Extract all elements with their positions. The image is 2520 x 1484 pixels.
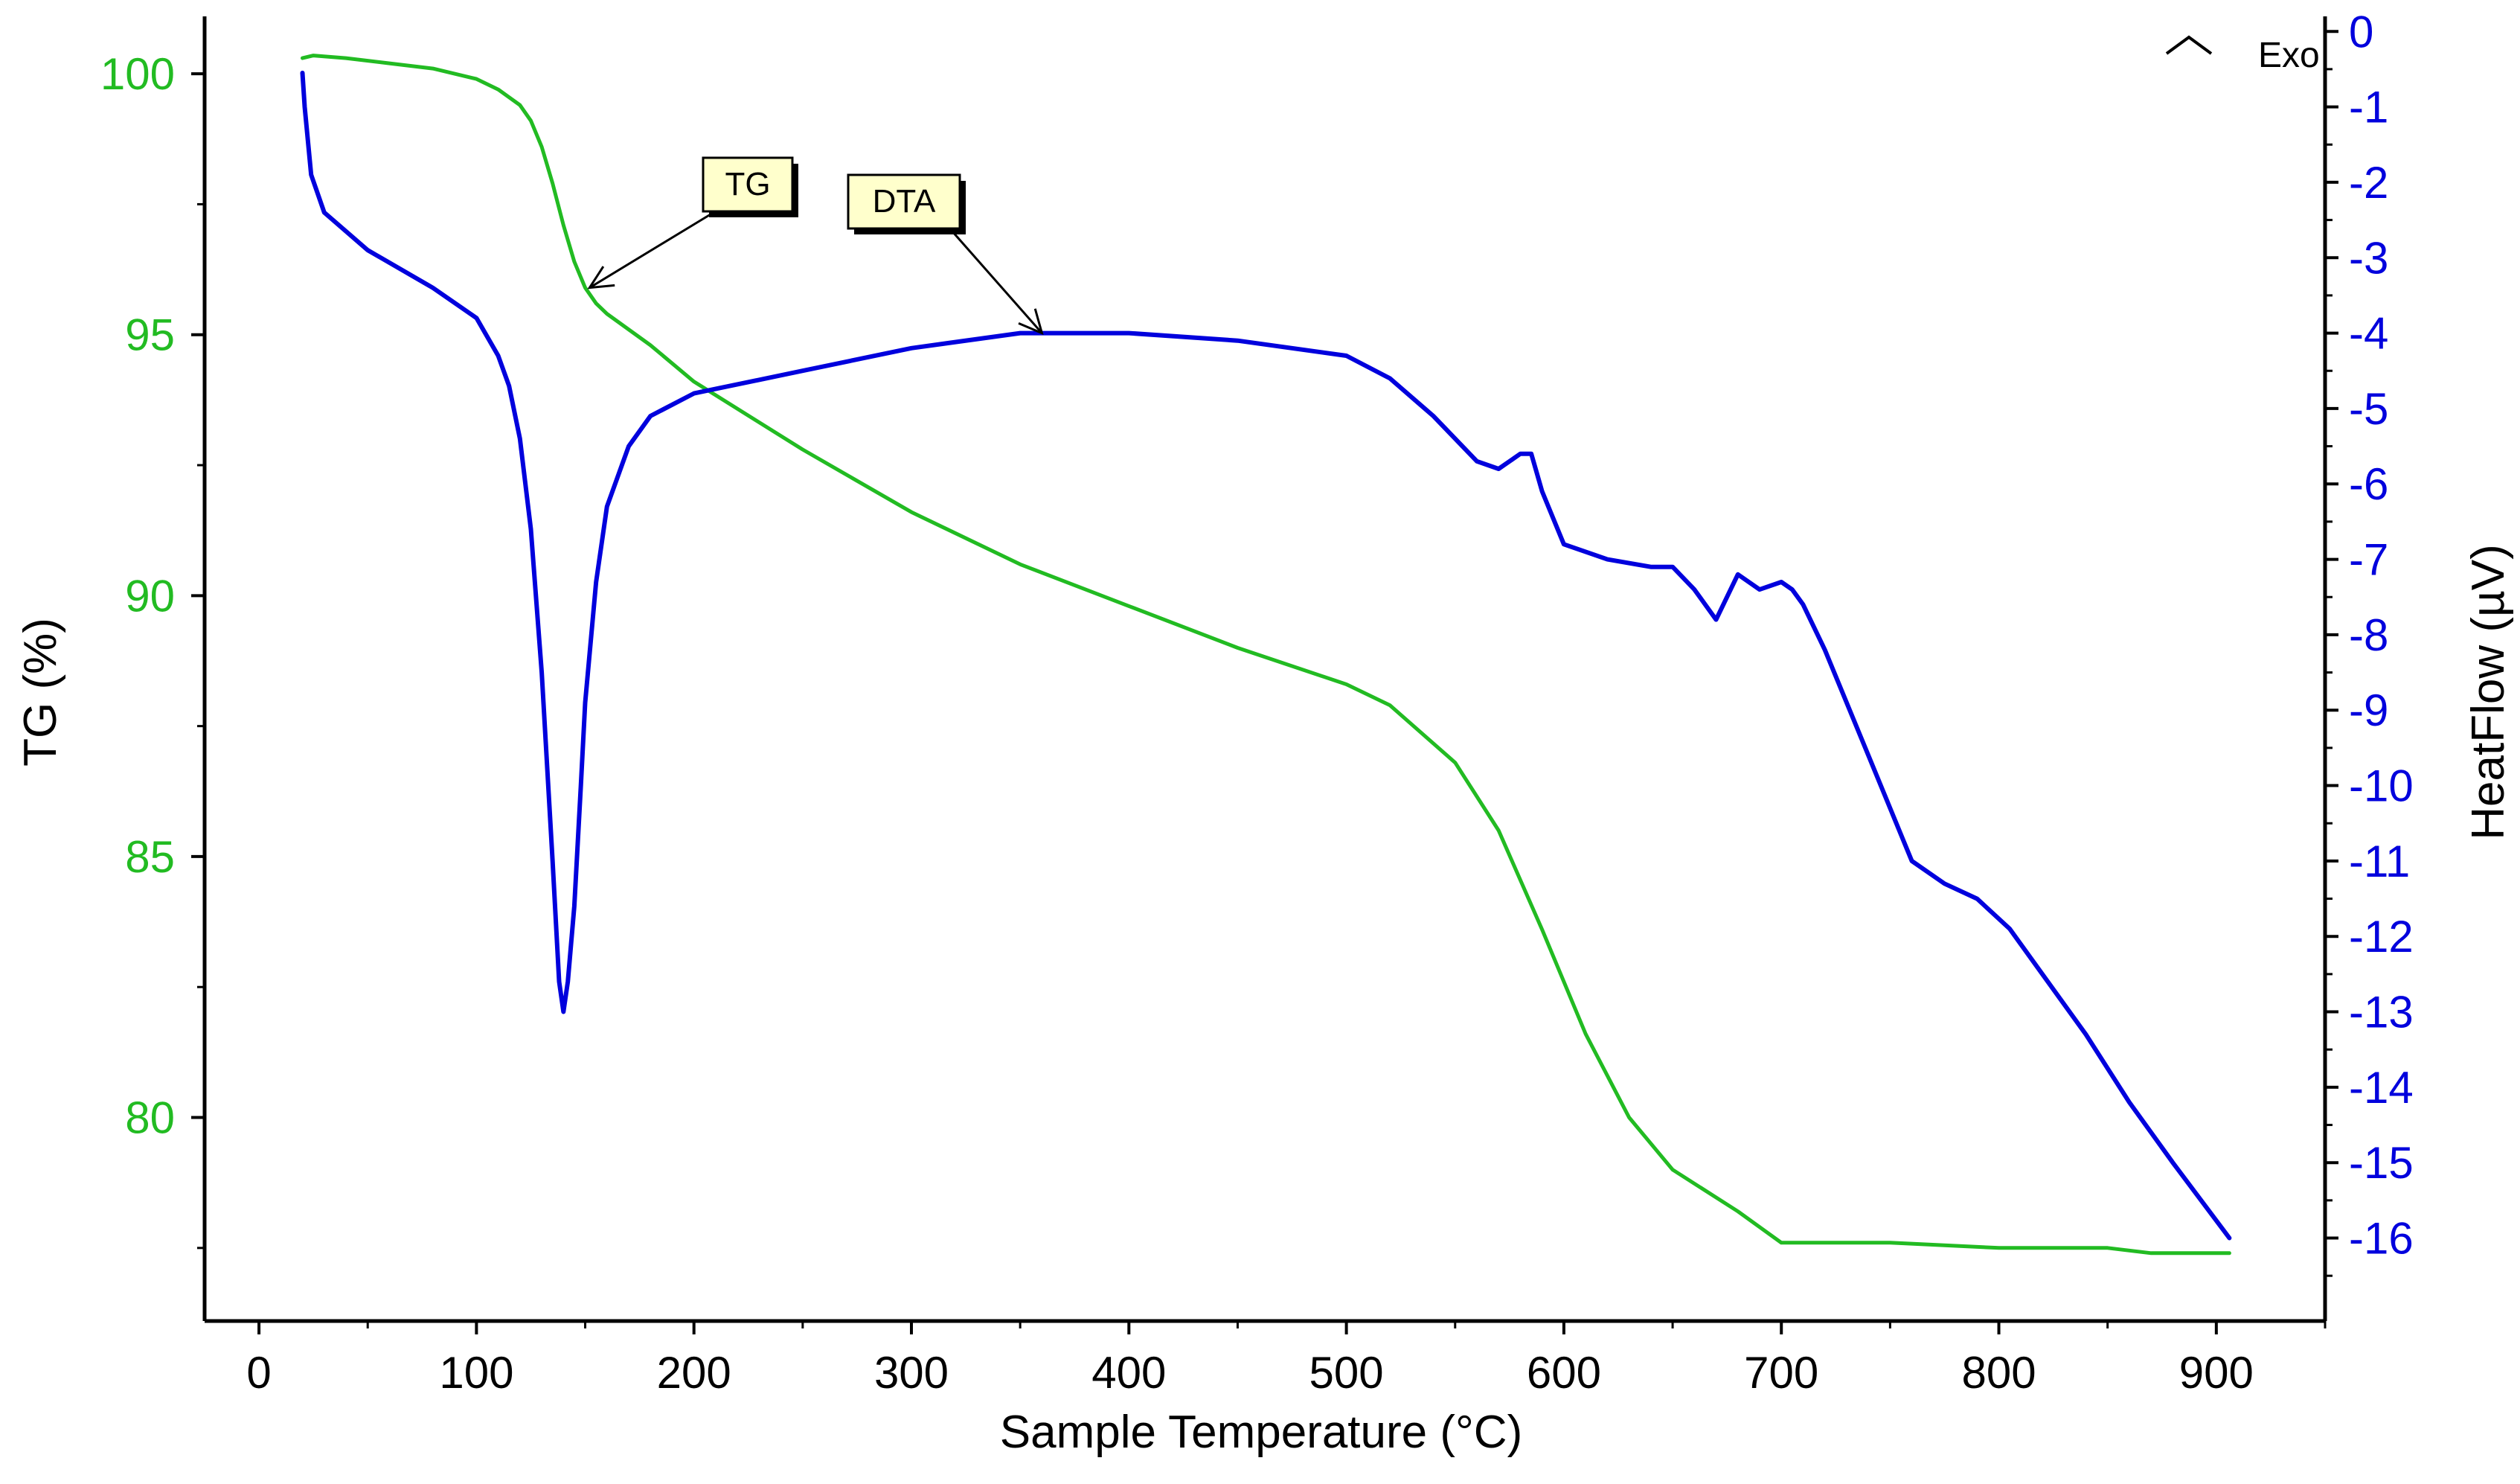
- x-tick-label: 300: [874, 1348, 949, 1398]
- x-tick-label: 800: [1961, 1348, 2036, 1398]
- x-tick-label: 0: [246, 1348, 271, 1398]
- right-tick-label: -7: [2349, 535, 2388, 585]
- right-tick-label: -8: [2349, 610, 2388, 660]
- exo-indicator: Exo: [2165, 35, 2320, 75]
- callout-arrow-line: [951, 231, 1043, 334]
- right-axis-ticks: 0 -1 -2 -3 -4 -5 -6 -7 -8 -9 -10 -11 -12 -13 -14 -15 -16: [2325, 7, 2414, 1277]
- left-tick-label: 85: [125, 832, 175, 882]
- right-tick-label: 0: [2349, 7, 2373, 57]
- right-tick-label: -13: [2349, 988, 2414, 1037]
- x-axis-title: Sample Temperature (°C): [1000, 1407, 1522, 1458]
- right-tick-label: -1: [2349, 83, 2388, 132]
- x-tick-label: 200: [657, 1348, 731, 1398]
- series-line-dta: [300, 71, 2232, 1241]
- callout-arrow-line: [589, 213, 711, 289]
- left-tick-label: 90: [125, 571, 175, 621]
- x-tick-label: 100: [439, 1348, 513, 1398]
- axes: [202, 16, 2327, 1323]
- callout-arrowhead-icon: [587, 266, 615, 290]
- callouts: TG DTA: [587, 156, 1044, 336]
- left-axis-ticks: 80 85 90 95 100: [100, 49, 205, 1250]
- right-tick-label: -5: [2349, 384, 2388, 434]
- right-tick-label: -2: [2349, 158, 2388, 208]
- callout-box: [847, 173, 961, 230]
- x-tick-label: 700: [1744, 1348, 1818, 1398]
- callout-label: TG: [725, 166, 770, 202]
- left-axis-title: TG (%): [15, 618, 66, 767]
- right-axis-title: HeatFlow (µV): [2463, 544, 2514, 839]
- right-tick-label: -15: [2349, 1138, 2414, 1188]
- x-tick-label: 500: [1309, 1348, 1384, 1398]
- right-tick-label: -10: [2349, 761, 2414, 811]
- right-tick-label: -12: [2349, 912, 2414, 962]
- right-tick-label: -16: [2349, 1214, 2414, 1264]
- x-tick-label: 400: [1091, 1348, 1166, 1398]
- right-tick-label: -6: [2349, 459, 2388, 509]
- right-tick-label: -9: [2349, 685, 2388, 735]
- left-tick-label: 95: [125, 310, 175, 360]
- x-axis-ticks: 0 100 200 300 400 500 600 700 800 900: [246, 1321, 2327, 1398]
- callout-box: [702, 156, 794, 213]
- callout-arrowhead-icon: [1018, 308, 1044, 336]
- exo-arrow-icon: [2165, 35, 2213, 55]
- x-tick-label: 600: [1527, 1348, 1601, 1398]
- exo-label: Exo: [2258, 36, 2320, 75]
- left-tick-label: 80: [125, 1093, 175, 1143]
- callout-label: DTA: [873, 183, 936, 220]
- right-tick-label: -4: [2349, 309, 2388, 359]
- right-tick-label: -11: [2349, 837, 2410, 886]
- left-tick-label: 100: [100, 49, 175, 99]
- right-tick-label: -14: [2349, 1063, 2414, 1113]
- right-tick-label: -3: [2349, 233, 2388, 283]
- x-tick-label: 900: [2179, 1348, 2254, 1398]
- series-line-tg: [301, 54, 2231, 1256]
- series-layer: [300, 54, 2232, 1256]
